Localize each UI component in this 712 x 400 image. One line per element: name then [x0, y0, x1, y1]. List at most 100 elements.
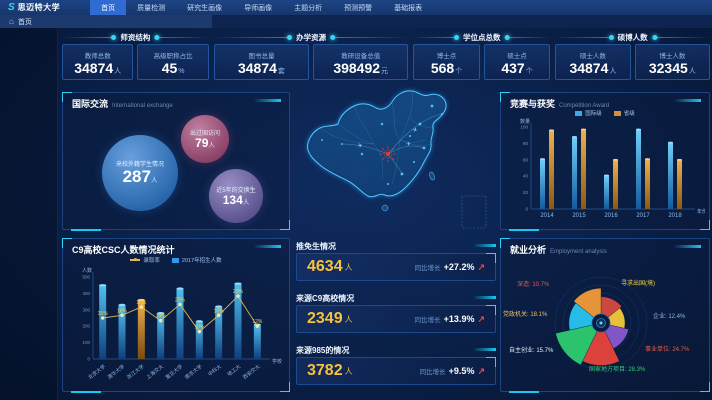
- kpi-group-degree-points: 学位点总数 博士点 568个 硕士点 437个: [413, 31, 551, 83]
- svg-text:14%: 14%: [156, 314, 167, 320]
- svg-text:300: 300: [82, 307, 90, 312]
- svg-text:2018: 2018: [668, 213, 682, 219]
- employment-rose: [554, 276, 648, 370]
- kpi-group-title: 办学资源: [296, 33, 327, 42]
- china-map-svg: ✈ ✈ ✈: [307, 90, 487, 229]
- tab-mentor-profile[interactable]: 导师画像: [244, 4, 273, 12]
- panel-title: 就业分析: [510, 245, 547, 255]
- employment-rose-wrap: 深造: 10.7% 寻求出国(境) 企业: 12.4% 事业单位: 24.7% 国家地方…: [501, 253, 709, 391]
- panel-competition-award: 竞赛与获奖 Competition Award 国际级 省级 数量 年份 0 20 40…: [500, 92, 710, 231]
- plane-icon: ✈: [406, 141, 411, 148]
- legend-swatch: [171, 257, 179, 263]
- svg-text:2014: 2014: [540, 213, 554, 219]
- kpi-group-title: 学位点总数: [463, 33, 501, 42]
- kpi-value: 34874人: [569, 59, 617, 76]
- svg-text:人数: 人数: [82, 267, 92, 274]
- kpi-label: 硕士人数: [579, 52, 606, 60]
- svg-text:12%: 12%: [252, 319, 263, 325]
- svg-text:10%: 10%: [194, 325, 205, 331]
- tab-quality[interactable]: 质量检测: [137, 4, 166, 12]
- accent-dash: [474, 348, 496, 351]
- rose-label: 自主创业: 15.7%: [509, 348, 554, 354]
- kpi-value: 568个: [430, 59, 463, 76]
- tab-basic-reports[interactable]: 基础报表: [394, 4, 423, 12]
- stat-from-985: 来源985的情况 3782 人 同比增长 +9.5% ↗: [296, 344, 496, 385]
- kpi-group-faculty: 师资结构 教师总数 34874人 高级职称占比 45%: [62, 31, 209, 83]
- svg-text:15%: 15%: [98, 311, 109, 317]
- deco-line: [331, 37, 409, 38]
- tab-topic-analysis[interactable]: 主题分析: [294, 4, 323, 12]
- south-sea-inset: [461, 195, 487, 229]
- kpi-value: 45%: [161, 59, 185, 76]
- panel-bottom-dash: [509, 229, 539, 231]
- tab-home[interactable]: 首页: [90, 0, 127, 15]
- panel-title: 国际交流: [72, 99, 109, 109]
- panel-csc-stats: C9高校CSC人数情况统计 录取率 2017年招生人数 人数 学校 0 100 200 3…: [62, 238, 290, 393]
- tab-forecast[interactable]: 预测预警: [344, 4, 373, 12]
- kpi-teacher-total: 教师总数 34874人: [62, 44, 134, 80]
- rose-label: 事业单位: 24.7%: [645, 347, 690, 353]
- dashboard-stage: 师资结构 教师总数 34874人 高级职称占比 45% 办学资源: [0, 28, 712, 400]
- svg-text:20%: 20%: [175, 297, 186, 303]
- kpi-group-resources: 办学资源 图书总量 34874套 教研设备总值 398492元: [213, 31, 409, 83]
- stat-value: 2349: [307, 310, 343, 327]
- logo-icon: S: [8, 1, 15, 13]
- growth-indicator: 同比增长 +13.9% ↗: [414, 313, 485, 325]
- legend-international[interactable]: 国际级: [575, 109, 602, 117]
- svg-text:学校: 学校: [272, 358, 282, 365]
- stat-label: 推免生情况: [296, 242, 336, 251]
- svg-text:40: 40: [523, 174, 529, 179]
- legend-admission-rate[interactable]: 录取率: [130, 256, 160, 264]
- legend-provincial[interactable]: 省级: [613, 109, 635, 117]
- svg-text:0: 0: [87, 357, 90, 362]
- legend-enrollment[interactable]: 2017年招生人数: [171, 256, 222, 264]
- svg-text:80: 80: [523, 141, 529, 146]
- home-icon: ⌂: [9, 16, 14, 26]
- panel-accent-dash: [675, 99, 701, 102]
- svg-text:500: 500: [82, 275, 90, 280]
- growth-indicator: 同比增长 +9.5% ↗: [419, 365, 485, 377]
- svg-text:19%: 19%: [136, 300, 147, 306]
- legend-swatch: [613, 110, 621, 116]
- location-marker: [380, 146, 396, 162]
- legend-swatch: [575, 110, 583, 116]
- stat-box: 2349 人 同比增长 +13.9% ↗: [296, 305, 496, 333]
- svg-text:23%: 23%: [233, 289, 244, 295]
- panel-accent-dash: [255, 99, 281, 102]
- svg-text:年份: 年份: [697, 208, 705, 215]
- kpi-master-count: 硕士人数 34874人: [555, 44, 631, 80]
- breadcrumb[interactable]: ⌂ 首页: [0, 15, 212, 28]
- stat-value: 4634: [307, 258, 343, 275]
- stat-recommended-students: 推免生情况 4634 人 同比增长 +27.2% ↗: [296, 240, 496, 281]
- tab-grad-profile[interactable]: 研究生画像: [187, 4, 223, 12]
- svg-text:100: 100: [82, 340, 90, 345]
- csc-legend: 录取率 2017年招生人数: [63, 256, 289, 264]
- kpi-label: 教师总数: [84, 52, 111, 60]
- plane-icon: ✈: [357, 142, 363, 150]
- kpi-senior-ratio: 高级职称占比 45%: [137, 44, 209, 80]
- panel-accent-dash: [675, 245, 701, 248]
- panel-title: C9高校CSC人数情况统计: [72, 245, 175, 255]
- china-mainland-outline: [307, 90, 447, 198]
- kpi-book-total: 图书总量 34874套: [213, 44, 310, 80]
- kpi-equipment-value: 教研设备总值 398492元: [313, 44, 409, 80]
- panel-bottom-dash: [509, 391, 539, 393]
- stat-box: 4634 人 同比增长 +27.2% ↗: [296, 253, 496, 281]
- stat-value: 3782: [307, 362, 343, 379]
- kpi-label: 图书总量: [248, 52, 275, 60]
- panel-employment-analysis: 就业分析 Employment analysis 深造: 10.7% 寻求出国(境…: [500, 238, 710, 393]
- kpi-group-students: 硕博人数 硕士人数 34874人 博士人数 32345人: [555, 31, 711, 83]
- svg-text:100: 100: [520, 125, 528, 130]
- svg-text:数量: 数量: [520, 118, 530, 125]
- svg-text:16%: 16%: [117, 308, 128, 314]
- svg-text:哈工大: 哈工大: [226, 363, 242, 378]
- svg-text:16%: 16%: [214, 308, 225, 314]
- svg-text:2016: 2016: [604, 213, 618, 219]
- rose-label: 深造: 10.7%: [517, 282, 550, 288]
- center-stats: 推免生情况 4634 人 同比增长 +27.2% ↗ 来源C9高校情况 2349…: [296, 240, 496, 392]
- stat-label: 来源C9高校情况: [296, 294, 355, 303]
- bubble-foreign-students: 来校外籍学生情况 287人: [102, 135, 178, 211]
- svg-text:浙江大学: 浙江大学: [125, 363, 145, 381]
- svg-text:北京大学: 北京大学: [87, 363, 107, 381]
- stat-unit: 人: [344, 366, 353, 376]
